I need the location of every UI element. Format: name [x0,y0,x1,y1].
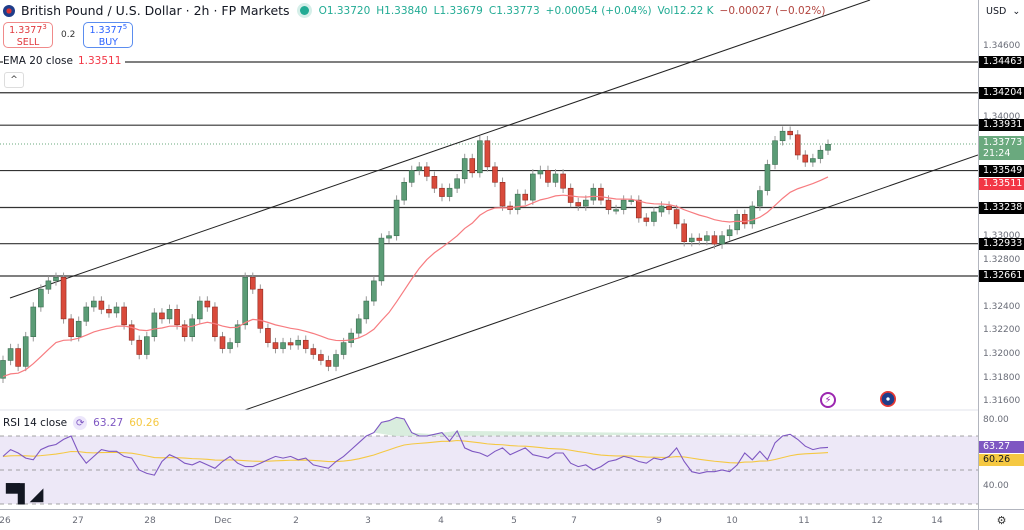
price-tick: 1.32400 [983,302,1021,312]
level-label[interactable]: 1.32933 [979,238,1024,250]
rsi-value: 63.27 [93,417,124,429]
currency-label: USD [986,5,1007,17]
chevron-up-icon: ^ [10,75,18,85]
high-value: H1.33840 [376,4,428,17]
ema-label: EMA 20 close [3,55,73,67]
rsi-tick: 80.00 [983,415,1009,425]
buy-button[interactable]: 1.33775 BUY [83,22,134,48]
time-tick: Dec [214,516,232,526]
gbp-usd-flag-icon [3,4,15,17]
level-label[interactable]: 1.32661 [979,270,1024,282]
ema-value: 1.33511 [77,55,122,67]
rsi-ma-value: 60.26 [129,417,160,429]
time-tick: 11 [798,516,810,526]
chevron-down-icon: ⌄ [1012,5,1021,17]
rsi-refresh-icon[interactable]: ⟳ [73,416,88,430]
rsi-label: RSI 14 close [3,417,68,429]
volume-value: Vol12.22 K [657,4,714,17]
level-label[interactable]: 1.33238 [979,202,1024,214]
time-tick: 4 [438,516,444,526]
time-tick: 5 [511,516,517,526]
ema-legend[interactable]: EMA 20 close 1.33511 [3,55,126,67]
symbol-legend: British Pound / U.S. Dollar · 2h · FP Ma… [3,3,825,18]
time-tick: 9 [656,516,662,526]
time-tick: 12 [871,516,883,526]
rsi-value-label: 63.27 [979,441,1024,453]
time-tick: 26 [0,516,11,526]
time-tick: 27 [72,516,84,526]
close-value: C1.33773 [488,4,540,17]
sell-button[interactable]: 1.33773 SELL [3,22,53,48]
ema-price-label[interactable]: 1.33511 [979,178,1024,190]
price-tick: 1.34600 [983,41,1021,51]
buy-label: BUY [98,36,118,48]
lightning-event-icon[interactable]: ⚡ [820,392,836,408]
volume-change-value: −0.00027 (−0.02%) [719,4,826,17]
price-tick: 1.31800 [983,373,1021,383]
level-label[interactable]: 1.33931 [979,119,1024,131]
level-label[interactable]: 1.33549 [979,165,1024,177]
current-price: 1.33773 [983,137,1023,148]
spread-value: 0.2 [61,30,76,40]
price-tick: 1.34000 [983,112,1021,122]
level-label[interactable]: 1.34204 [979,87,1024,99]
time-axis[interactable]: 26 27 28 Dec 2 3 4 5 7 9 10 11 12 14 [0,509,978,530]
price-axis[interactable]: USD ⌄ 1.34600 1.34000 1.33000 1.32800 1.3… [978,0,1024,530]
time-tick: 3 [365,516,371,526]
time-tick: 2 [293,516,299,526]
gear-icon: ⚙ [996,513,1007,527]
low-value: L1.33679 [433,4,483,17]
price-chart[interactable] [0,0,978,510]
change-value: +0.00054 (+0.04%) [545,4,652,17]
price-tick: 1.32800 [983,255,1021,265]
symbol-title[interactable]: British Pound / U.S. Dollar · 2h · FP Ma… [21,3,290,18]
time-tick: 14 [931,516,943,526]
time-tick: 7 [571,516,577,526]
tradingview-logo[interactable]: ▀▌◢ [6,484,44,505]
chart-area[interactable] [0,0,978,530]
collapse-legend-button[interactable]: ^ [4,72,24,88]
level-label[interactable]: 1.34463 [979,56,1024,68]
rsi-legend[interactable]: RSI 14 close ⟳ 63.27 60.26 [3,416,159,430]
chart-settings-button[interactable]: ⚙ [978,509,1024,530]
open-value: O1.33720 [318,4,371,17]
time-tick: 28 [144,516,156,526]
trade-panel: 1.33773 SELL 0.2 1.33775 BUY [3,22,134,48]
time-tick: 10 [726,516,738,526]
price-tick: 1.32000 [983,349,1021,359]
sell-price: 1.3377 [9,25,43,37]
price-tick: 1.32200 [983,325,1021,335]
uk-economic-event-icon[interactable] [880,391,896,407]
price-tick: 1.31600 [983,396,1021,406]
buy-price-pip: 5 [122,23,128,32]
rsi-ma-value-label: 60.26 [979,454,1024,466]
current-price-label[interactable]: 1.33773 21:24 [979,136,1024,160]
currency-selector[interactable]: USD ⌄ [981,2,1021,20]
bar-countdown: 21:24 [983,148,1011,159]
sell-price-pip: 3 [42,23,47,32]
sell-label: SELL [16,36,40,48]
price-tick: 1.33000 [983,231,1021,241]
buy-price: 1.3377 [89,25,123,37]
market-open-status-icon [299,6,309,15]
rsi-tick: 40.00 [983,481,1009,491]
